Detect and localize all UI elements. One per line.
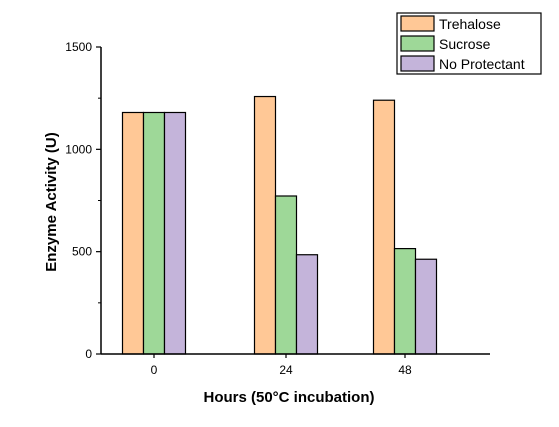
legend-label: Sucrose [439,36,491,52]
legend-swatch-no-protectant [400,55,435,72]
x-tick-label: 48 [398,363,412,377]
legend-swatch-trehalose [400,15,435,32]
bar-trehalose-48 [372,99,396,355]
bar-trehalose-24 [253,95,277,355]
bar-trehalose-0 [121,111,145,355]
y-axis-label: Enzyme Activity (U) [43,132,60,271]
legend-swatch-sucrose [400,35,435,52]
bar-sucrose-24 [274,195,298,355]
y-tick-label: 1500 [65,40,92,54]
y-tick-label: 0 [85,347,92,361]
axes-layer: 0 500 1000 1500 0 24 48 [65,40,490,377]
x-tick-label: 0 [151,363,158,377]
y-tick-label: 500 [72,245,92,259]
x-axis-label: Hours (50°C incubation) [203,389,374,406]
x-tick-label: 24 [279,363,293,377]
bar-sucrose-48 [393,247,417,355]
bar-no-protectant-24 [295,254,319,355]
legend: Trehalose Sucrose No Protectant [396,12,542,75]
legend-label: Trehalose [439,16,501,32]
bar-sucrose-0 [142,111,166,355]
y-tick-label: 1000 [65,142,92,156]
bar-no-protectant-0 [163,111,187,355]
legend-label: No Protectant [439,56,525,72]
bar-no-protectant-48 [414,258,438,355]
bars-layer [121,95,438,355]
